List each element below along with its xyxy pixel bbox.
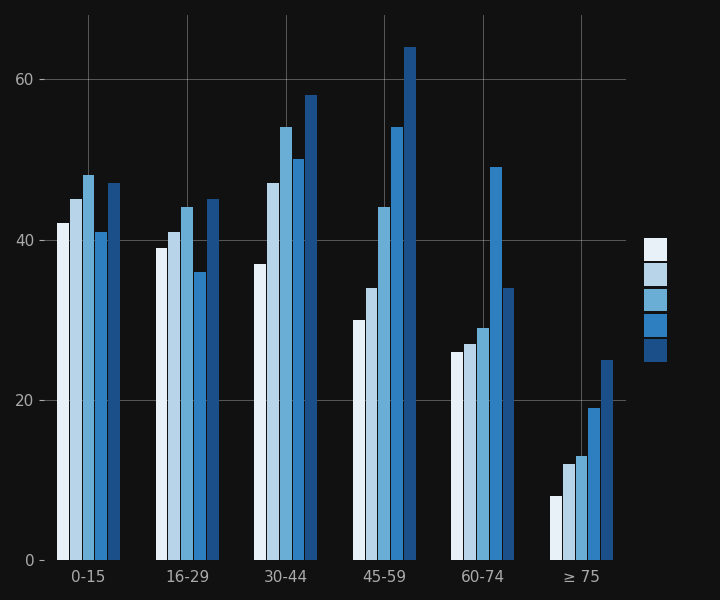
Bar: [366, 287, 377, 560]
Bar: [280, 127, 292, 560]
Bar: [254, 263, 266, 560]
Bar: [477, 328, 489, 560]
Bar: [57, 223, 68, 560]
Bar: [168, 232, 180, 560]
Bar: [490, 167, 502, 560]
Bar: [156, 248, 167, 560]
Bar: [464, 344, 476, 560]
Bar: [378, 208, 390, 560]
Bar: [108, 184, 120, 560]
Bar: [391, 127, 403, 560]
Bar: [353, 320, 364, 560]
Bar: [563, 464, 575, 560]
Bar: [404, 47, 415, 560]
Bar: [83, 175, 94, 560]
Bar: [95, 232, 107, 560]
Bar: [575, 456, 588, 560]
Bar: [550, 496, 562, 560]
Bar: [267, 184, 279, 560]
Bar: [70, 199, 81, 560]
Bar: [503, 287, 514, 560]
Bar: [601, 360, 613, 560]
Bar: [207, 199, 219, 560]
Bar: [451, 352, 463, 560]
Bar: [181, 208, 193, 560]
Bar: [194, 272, 206, 560]
Bar: [305, 95, 318, 560]
Bar: [588, 408, 600, 560]
Bar: [292, 160, 305, 560]
